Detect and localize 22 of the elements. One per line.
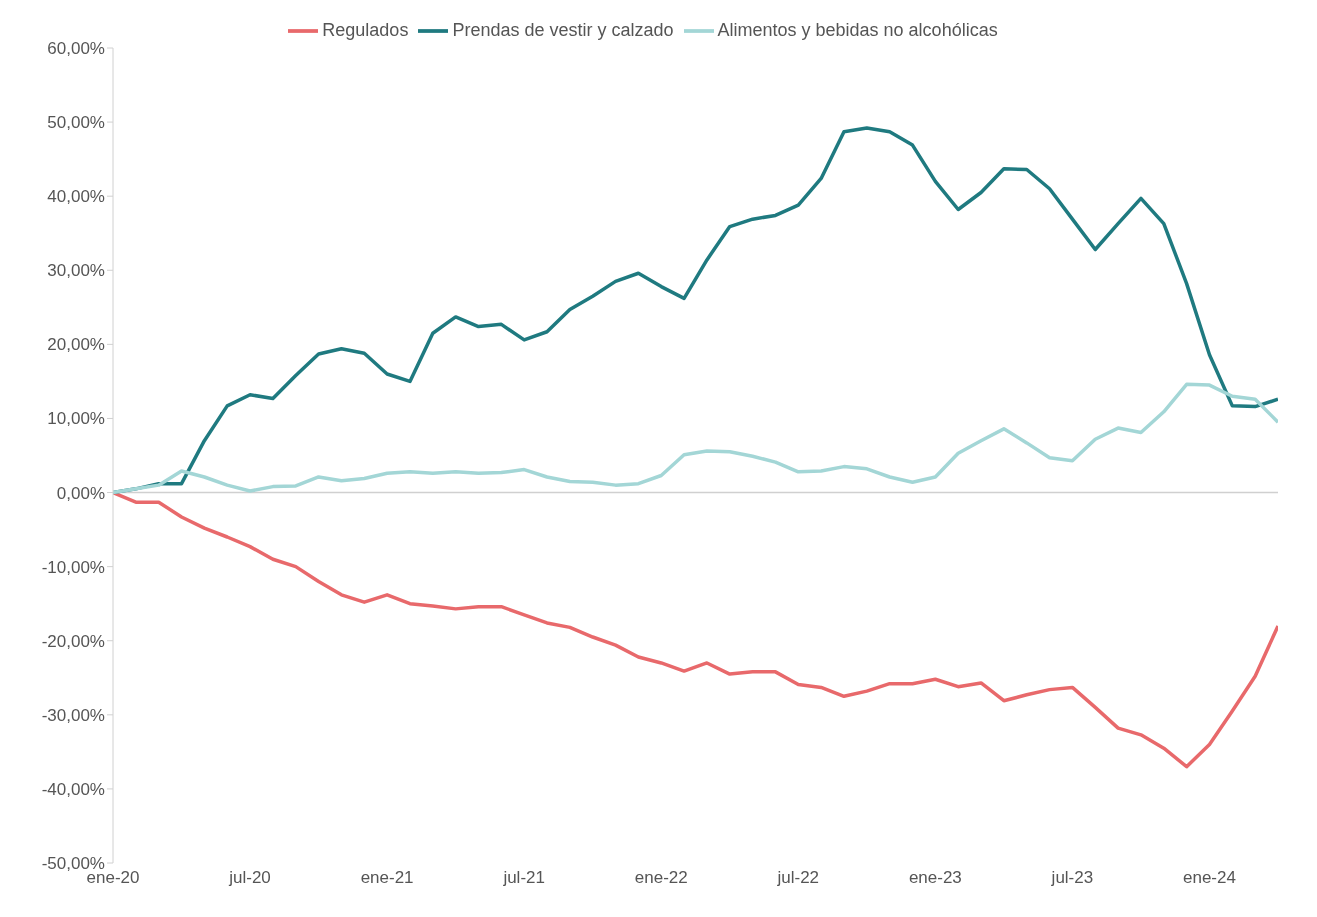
x-tick-label: jul-21 (502, 868, 545, 888)
y-tick-label: 20,00% (47, 335, 105, 355)
x-tick-label: jul-22 (776, 868, 820, 888)
y-tick-label: 30,00% (47, 261, 105, 281)
legend-label: Regulados (322, 19, 409, 40)
legend-label: Prendas de vestir y calzado (452, 19, 674, 40)
y-tick-label: -10,00% (41, 557, 105, 577)
y-tick-label: -20,00% (41, 631, 105, 651)
y-tick-label: 40,00% (47, 187, 105, 207)
x-tick-label: jul-20 (228, 868, 271, 888)
y-tick-label: 10,00% (47, 409, 105, 429)
legend-label: Alimentos y bebidas no alcohólicas (717, 19, 998, 40)
y-tick-label: -30,00% (41, 705, 105, 725)
y-tick-label: 50,00% (47, 113, 105, 133)
x-tick-label: ene-24 (1183, 868, 1236, 888)
x-tick-label: ene-21 (360, 868, 414, 888)
x-tick-label: ene-23 (908, 868, 962, 888)
y-tick-label: 0,00% (56, 483, 105, 503)
y-tick-label: 60,00% (47, 39, 105, 59)
x-tick-label: jul-23 (1050, 868, 1094, 888)
x-tick-label: ene-22 (634, 868, 688, 888)
y-tick-label: -40,00% (41, 779, 105, 799)
